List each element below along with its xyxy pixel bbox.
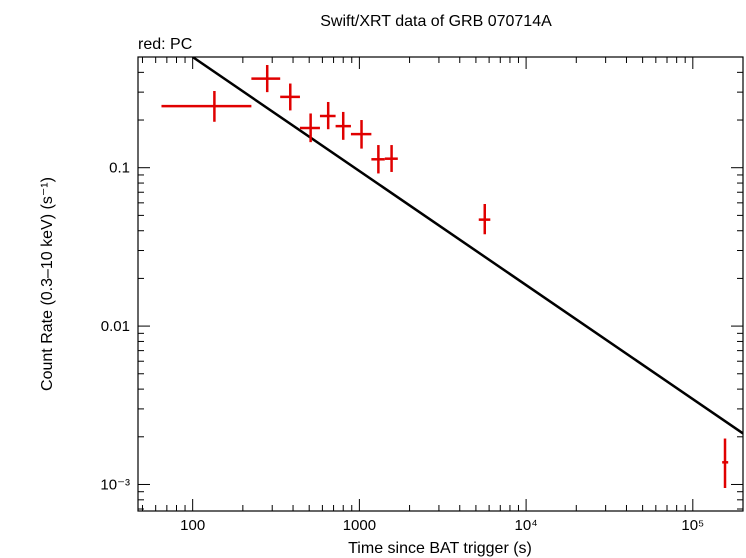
y-tick-label: 10⁻³ [100, 476, 130, 493]
data-points [161, 65, 729, 489]
y-tick-label: 0.1 [109, 160, 130, 177]
data-point [319, 101, 336, 130]
model-line [191, 57, 743, 435]
data-point [299, 113, 320, 143]
data-point [350, 120, 372, 149]
data-point [722, 438, 729, 489]
chart-title: Swift/XRT data of GRB 070714A [320, 13, 552, 30]
data-point [478, 203, 491, 235]
x-axis-label: Time since BAT trigger (s) [348, 540, 532, 557]
data-point [251, 65, 281, 93]
data-point [335, 111, 351, 140]
axis-ticks [138, 56, 744, 511]
axis-tick-labels: 100 1000 10⁴ 10⁵ 10⁻³ 0.01 0.1 [100, 160, 704, 534]
y-axis-label: Count Rate (0.3–10 keV) (s⁻¹) [39, 177, 56, 391]
x-tick-label: 1000 [343, 517, 376, 534]
data-point [280, 83, 300, 111]
plot-frame [137, 56, 744, 512]
data-point [384, 145, 398, 172]
plot-area [161, 57, 743, 489]
x-tick-label: 10⁵ [681, 517, 704, 534]
chart-subtitle: red: PC [138, 36, 192, 53]
data-point [161, 91, 252, 122]
data-point [371, 145, 385, 174]
y-tick-label: 0.01 [101, 318, 130, 335]
x-tick-label: 10⁴ [515, 517, 538, 534]
x-tick-label: 100 [180, 517, 205, 534]
